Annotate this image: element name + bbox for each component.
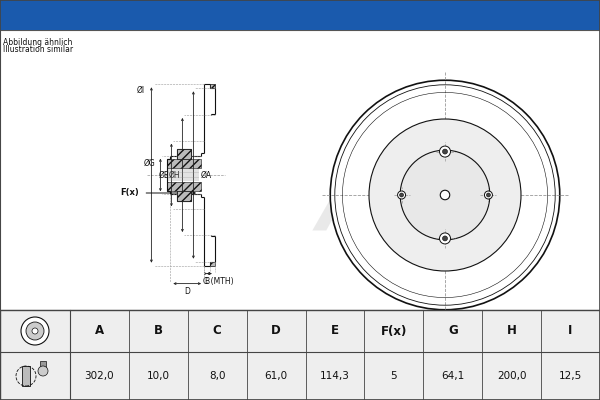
Text: 61,0: 61,0 [265, 371, 287, 381]
Text: Ø164: Ø164 [435, 214, 454, 220]
Bar [40, 361, 46, 371]
Text: A: A [95, 324, 104, 338]
Text: G: G [448, 324, 458, 338]
Circle shape [439, 233, 451, 244]
Text: ØG: ØG [143, 159, 155, 168]
Text: 410329: 410329 [383, 6, 458, 24]
Text: C: C [213, 324, 221, 338]
Bar [167, 159, 201, 168]
Text: 12,5: 12,5 [559, 371, 582, 381]
Bar [177, 149, 191, 159]
Text: Abbildung ähnlich: Abbildung ähnlich [3, 38, 73, 47]
Text: C (MTH): C (MTH) [203, 277, 233, 286]
Circle shape [32, 328, 38, 334]
Circle shape [398, 191, 406, 199]
Circle shape [440, 190, 450, 200]
Text: M8x1,25: M8x1,25 [408, 134, 438, 140]
Text: 2x: 2x [413, 244, 421, 250]
Text: Ø12: Ø12 [450, 202, 464, 208]
Text: E: E [331, 324, 339, 338]
Bar [204, 84, 210, 266]
Text: B: B [205, 277, 209, 286]
Text: ØE: ØE [159, 170, 169, 180]
Text: ØH: ØH [169, 170, 181, 180]
Text: D: D [184, 286, 190, 296]
Circle shape [400, 150, 490, 240]
Circle shape [330, 80, 560, 310]
Circle shape [26, 322, 44, 340]
Bar [167, 168, 201, 182]
Bar [22, 366, 30, 386]
Text: 24.0110-0329.1: 24.0110-0329.1 [131, 6, 289, 24]
Text: B: B [154, 324, 163, 338]
Bar [0, 30, 600, 310]
Circle shape [443, 236, 448, 241]
Text: 302,0: 302,0 [85, 371, 114, 381]
Text: 8,0: 8,0 [209, 371, 226, 381]
Text: 114,3: 114,3 [320, 371, 350, 381]
Text: 200,0: 200,0 [497, 371, 526, 381]
Circle shape [21, 317, 49, 345]
Bar [177, 191, 191, 201]
Circle shape [487, 193, 490, 197]
Text: ØA: ØA [200, 170, 212, 180]
Text: 64,1: 64,1 [441, 371, 464, 381]
Text: 5: 5 [391, 371, 397, 381]
Bar [167, 182, 201, 191]
Text: D: D [271, 324, 281, 338]
Text: H: H [507, 324, 517, 338]
Bar [0, 0, 600, 30]
Circle shape [38, 366, 48, 376]
Text: 2x: 2x [419, 140, 427, 146]
Text: Ø6,5: Ø6,5 [409, 238, 425, 244]
Text: ØI: ØI [136, 86, 145, 95]
Text: 10,0: 10,0 [147, 371, 170, 381]
Circle shape [439, 146, 451, 157]
Circle shape [484, 191, 493, 199]
Circle shape [369, 119, 521, 271]
Bar [210, 84, 215, 88]
Bar [210, 262, 215, 266]
Text: I: I [568, 324, 573, 338]
Text: Illustration similar: Illustration similar [3, 45, 73, 54]
Bar [0, 310, 600, 400]
Text: F(x): F(x) [121, 188, 139, 198]
Text: Ø118: Ø118 [453, 182, 473, 188]
Circle shape [443, 149, 448, 154]
Text: ATE: ATE [316, 176, 464, 244]
Text: F(x): F(x) [381, 324, 407, 338]
Circle shape [400, 193, 404, 197]
